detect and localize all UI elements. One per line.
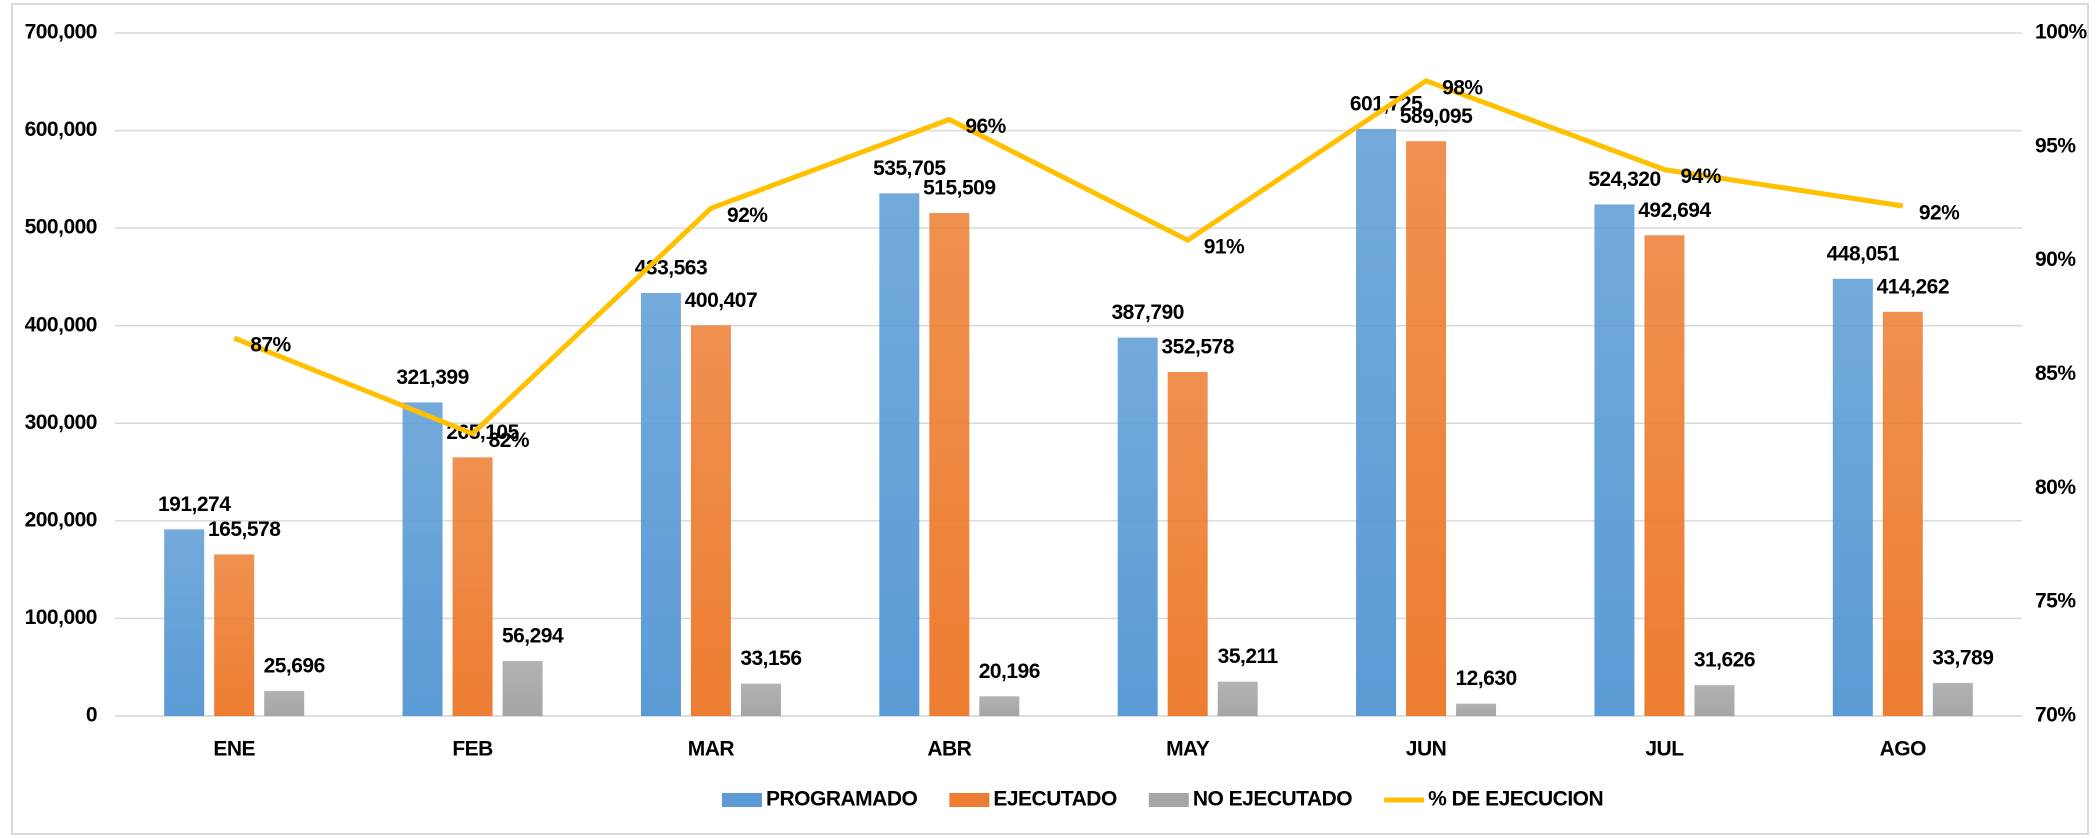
line-data-label: 87% [250, 334, 291, 357]
y2-tick-label: 70% [2035, 704, 2076, 727]
line-data-label: 92% [727, 204, 768, 227]
data-label: 321,399 [396, 366, 468, 389]
legend-swatch [722, 793, 762, 807]
bar [1217, 681, 1258, 716]
data-label: 265,105 [446, 421, 519, 444]
y2-tick-label: 75% [2035, 590, 2076, 613]
x-tick-label: JUL [1645, 738, 1684, 761]
bar [929, 213, 970, 716]
bar [1117, 337, 1158, 716]
y2-tick-label: 100% [2035, 21, 2088, 44]
y-tick-label: 0 [86, 704, 97, 727]
data-label: 20,196 [979, 660, 1040, 683]
x-tick-label: ABR [927, 738, 971, 761]
bar [740, 683, 781, 716]
bar [1406, 141, 1447, 716]
y-tick-label: 700,000 [25, 21, 97, 44]
bar [1694, 685, 1735, 716]
data-label: 515,509 [923, 177, 995, 200]
y2-tick-label: 85% [2035, 362, 2076, 385]
x-tick-label: MAR [688, 738, 735, 761]
bar [1932, 683, 1973, 716]
data-label: 25,696 [264, 654, 325, 677]
bar [214, 554, 255, 716]
bar [1356, 128, 1397, 717]
legend-label: PROGRAMADO [766, 788, 917, 811]
bar [1456, 703, 1497, 716]
x-tick-label: JUN [1406, 738, 1447, 761]
bar [640, 292, 681, 716]
legend-label: NO EJECUTADO [1193, 788, 1352, 811]
x-tick-label: AGO [1880, 738, 1927, 761]
bar [1644, 235, 1685, 716]
bar [264, 690, 305, 716]
bar [502, 661, 543, 716]
data-label: 387,790 [1111, 301, 1183, 324]
x-tick-label: MAY [1166, 738, 1210, 761]
bar [1167, 371, 1208, 716]
data-label: 492,694 [1638, 199, 1711, 222]
bar [1832, 278, 1873, 716]
data-label: 448,051 [1827, 242, 1900, 265]
y-tick-label: 200,000 [25, 508, 97, 531]
line-data-label: 92% [1919, 202, 1960, 225]
line-data-label: 98% [1442, 76, 1483, 99]
chart-frame [11, 3, 2089, 835]
legend-label: % DE EJECUCION [1428, 788, 1603, 811]
data-label: 601,725 [1350, 92, 1423, 115]
data-label: 12,630 [1455, 667, 1516, 690]
data-label: 191,274 [158, 493, 231, 516]
data-label: 589,095 [1400, 105, 1473, 128]
line [233, 78, 1904, 437]
y2-tick-label: 95% [2035, 134, 2076, 157]
legend-swatch [949, 793, 990, 807]
bar [452, 457, 493, 716]
data-label: 414,262 [1877, 275, 1949, 298]
data-label: 524,320 [1588, 168, 1660, 191]
line-data-label: 91% [1204, 236, 1245, 259]
bar [164, 529, 205, 716]
bar [690, 325, 731, 716]
data-label: 352,578 [1161, 336, 1234, 359]
y-tick-label: 500,000 [25, 216, 97, 239]
data-label: 35,211 [1218, 645, 1279, 668]
data-label: 165,578 [208, 518, 281, 541]
bar [1882, 311, 1923, 716]
data-label: 33,789 [1932, 647, 1993, 670]
x-tick-label: ENE [213, 738, 255, 761]
legend-label: EJECUTADO [993, 788, 1117, 811]
y-tick-label: 100,000 [25, 606, 97, 629]
y-tick-label: 600,000 [25, 118, 97, 141]
data-label: 400,407 [685, 289, 757, 312]
y2-tick-label: 80% [2035, 476, 2076, 499]
legend-swatch [1148, 793, 1189, 807]
line-data-label: 96% [965, 115, 1006, 138]
y-tick-label: 400,000 [25, 313, 97, 336]
bar [1594, 204, 1635, 716]
y2-tick-label: 90% [2035, 248, 2076, 271]
y-tick-label: 300,000 [25, 411, 97, 434]
data-label: 31,626 [1694, 649, 1755, 672]
bar [402, 402, 443, 716]
data-label: 33,156 [740, 647, 801, 670]
line-data-label: 82% [489, 429, 530, 452]
line-data-label: 94% [1680, 165, 1721, 188]
data-label: 56,294 [502, 625, 564, 648]
bar [879, 193, 920, 716]
bar [979, 696, 1020, 716]
x-tick-label: FEB [452, 738, 493, 761]
data-label: 535,705 [873, 157, 946, 180]
